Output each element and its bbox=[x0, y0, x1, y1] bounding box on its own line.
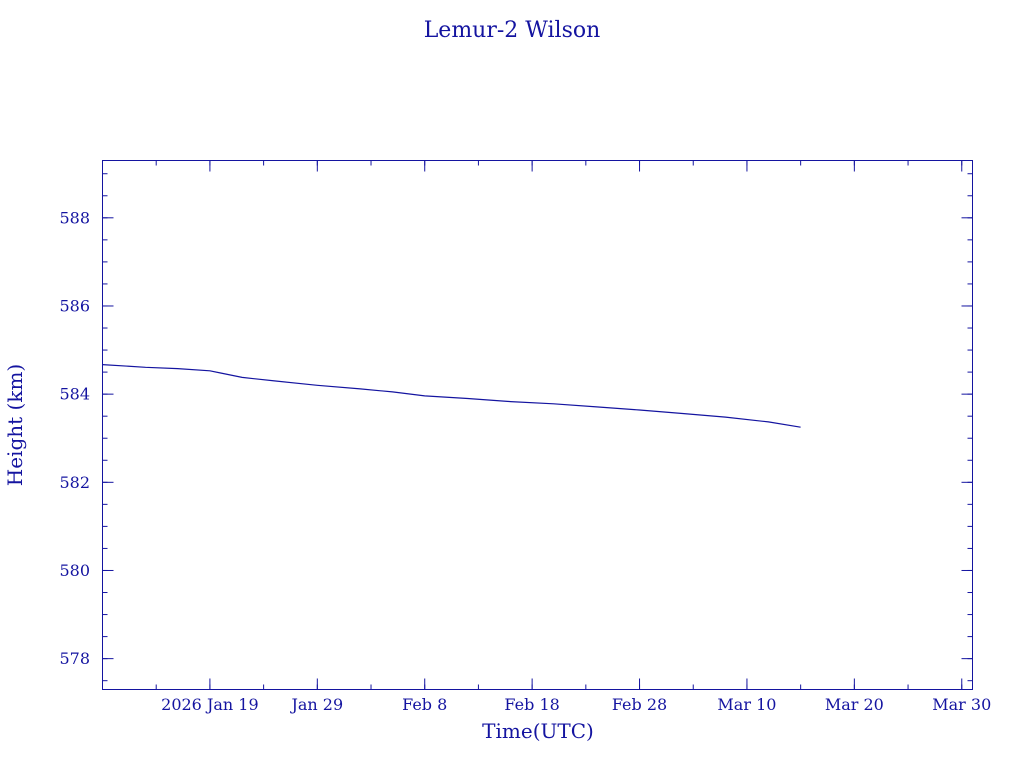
x-tick-label: 2026 Jan 19 bbox=[161, 695, 259, 714]
series-line bbox=[102, 364, 801, 428]
x-tick-label: Jan 29 bbox=[289, 695, 343, 714]
y-tick-label: 578 bbox=[59, 649, 90, 668]
x-tick-label: Mar 30 bbox=[932, 695, 991, 714]
plot-frame bbox=[102, 160, 973, 690]
x-tick-label: Feb 18 bbox=[504, 695, 559, 714]
y-axis-title: Height (km) bbox=[3, 364, 27, 486]
chart-title: Lemur-2 Wilson bbox=[424, 18, 601, 43]
tick-marks bbox=[102, 160, 973, 690]
y-tick-label: 588 bbox=[59, 208, 90, 227]
x-tick-labels: 2026 Jan 19 Jan 29 Feb 8 Feb 18 Feb 28 Mar 10… bbox=[161, 695, 991, 714]
x-tick-label: Mar 20 bbox=[825, 695, 884, 714]
x-axis-title: Time(UTC) bbox=[482, 719, 594, 743]
x-tick-label: Feb 28 bbox=[612, 695, 667, 714]
x-tick-label: Feb 8 bbox=[402, 695, 447, 714]
y-tick-label: 586 bbox=[59, 296, 90, 315]
y-tick-label: 584 bbox=[59, 385, 90, 404]
y-tick-label: 580 bbox=[59, 561, 90, 580]
x-tick-label: Mar 10 bbox=[717, 695, 776, 714]
y-tick-label: 582 bbox=[59, 473, 90, 492]
y-tick-labels: 578 580 582 584 586 588 bbox=[59, 208, 90, 668]
